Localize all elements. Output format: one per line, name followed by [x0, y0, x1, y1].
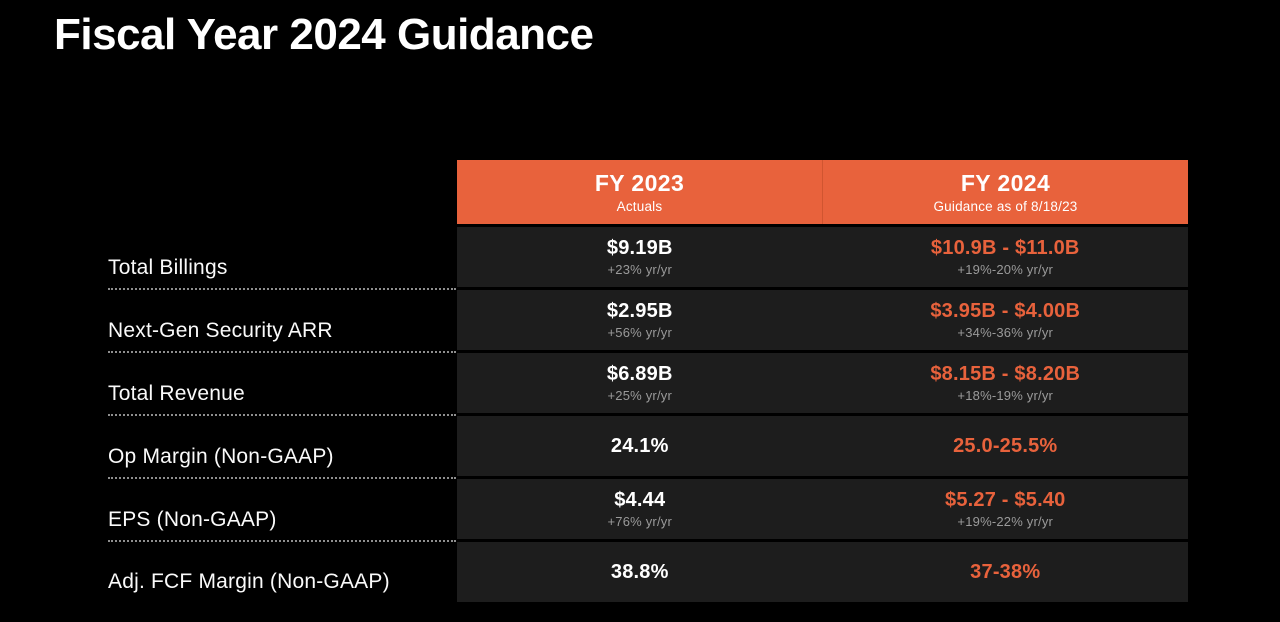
cell-fy2024: $3.95B - $4.00B +34%-36% yr/yr — [823, 290, 1189, 350]
metric-label-adj-fcf-margin: Adj. FCF Margin (Non-GAAP) — [108, 542, 456, 602]
metric-label-op-margin: Op Margin (Non-GAAP) — [108, 416, 456, 479]
cell-growth: +19%-22% yr/yr — [957, 514, 1054, 529]
cell-value: $5.27 - $5.40 — [945, 489, 1066, 511]
table-row-total-billings: $9.19B +23% yr/yr $10.9B - $11.0B +19%-2… — [457, 227, 1188, 287]
metric-label-text: Next-Gen Security ARR — [108, 319, 333, 342]
cell-value: $4.44 — [614, 489, 666, 511]
cell-growth: +56% yr/yr — [607, 325, 672, 340]
column-title: FY 2023 — [594, 170, 685, 196]
cell-fy2024: $8.15B - $8.20B +18%-19% yr/yr — [823, 353, 1189, 413]
cell-growth: +19%-20% yr/yr — [957, 262, 1054, 277]
cell-growth: +25% yr/yr — [607, 388, 672, 403]
cell-fy2024: 37-38% — [823, 542, 1189, 602]
metric-label-text: Total Billings — [108, 256, 228, 279]
table-row-eps: $4.44 +76% yr/yr $5.27 - $5.40 +19%-22% … — [457, 479, 1188, 539]
cell-value: 24.1% — [610, 434, 669, 457]
metric-label-total-revenue: Total Revenue — [108, 353, 456, 416]
table-row-total-revenue: $6.89B +25% yr/yr $8.15B - $8.20B +18%-1… — [457, 353, 1188, 413]
cell-fy2024: $5.27 - $5.40 +19%-22% yr/yr — [823, 479, 1189, 539]
cell-growth: +23% yr/yr — [607, 262, 672, 277]
cell-growth: +18%-19% yr/yr — [957, 388, 1054, 403]
metric-label-eps: EPS (Non-GAAP) — [108, 479, 456, 542]
cell-fy2023: $4.44 +76% yr/yr — [457, 479, 823, 539]
metric-label-text: Op Margin (Non-GAAP) — [108, 445, 334, 468]
table-row-adj-fcf-margin: 38.8% 37-38% — [457, 542, 1188, 602]
column-header-fy2023: FY 2023 Actuals — [457, 160, 823, 224]
cell-value: $3.95B - $4.00B — [930, 300, 1081, 322]
cell-growth: +76% yr/yr — [607, 514, 672, 529]
cell-fy2023: 38.8% — [457, 542, 823, 602]
metric-label-next-gen-security-arr: Next-Gen Security ARR — [108, 290, 456, 353]
cell-fy2023: $2.95B +56% yr/yr — [457, 290, 823, 350]
cell-growth: +34%-36% yr/yr — [957, 325, 1054, 340]
column-header-fy2024: FY 2024 Guidance as of 8/18/23 — [823, 160, 1188, 224]
cell-fy2024: 25.0-25.5% — [823, 416, 1189, 476]
cell-fy2024: $10.9B - $11.0B +19%-20% yr/yr — [823, 227, 1189, 287]
cell-fy2023: 24.1% — [457, 416, 823, 476]
column-subtitle: Guidance as of 8/18/23 — [933, 199, 1078, 214]
metric-label-text: Adj. FCF Margin (Non-GAAP) — [108, 570, 390, 593]
cell-value: $6.89B — [606, 363, 673, 385]
cell-value: $9.19B — [606, 237, 673, 259]
column-title: FY 2024 — [960, 170, 1051, 196]
cell-value: $10.9B - $11.0B — [930, 237, 1080, 259]
metric-label-text: EPS (Non-GAAP) — [108, 508, 277, 531]
cell-fy2023: $9.19B +23% yr/yr — [457, 227, 823, 287]
guidance-table: FY 2023 Actuals FY 2024 Guidance as of 8… — [457, 160, 1188, 602]
table-row-next-gen-security-arr: $2.95B +56% yr/yr $3.95B - $4.00B +34%-3… — [457, 290, 1188, 350]
table-row-op-margin: 24.1% 25.0-25.5% — [457, 416, 1188, 476]
metric-label-total-billings: Total Billings — [108, 227, 456, 290]
column-subtitle: Actuals — [616, 199, 663, 214]
metric-label-text: Total Revenue — [108, 382, 245, 405]
table-header: FY 2023 Actuals FY 2024 Guidance as of 8… — [457, 160, 1188, 224]
cell-value: 38.8% — [610, 560, 669, 583]
cell-fy2023: $6.89B +25% yr/yr — [457, 353, 823, 413]
cell-value: 37-38% — [970, 560, 1041, 583]
cell-value: $8.15B - $8.20B — [930, 363, 1081, 385]
cell-value: $2.95B — [606, 300, 673, 322]
page-title: Fiscal Year 2024 Guidance — [54, 10, 594, 59]
cell-value: 25.0-25.5% — [953, 434, 1058, 457]
